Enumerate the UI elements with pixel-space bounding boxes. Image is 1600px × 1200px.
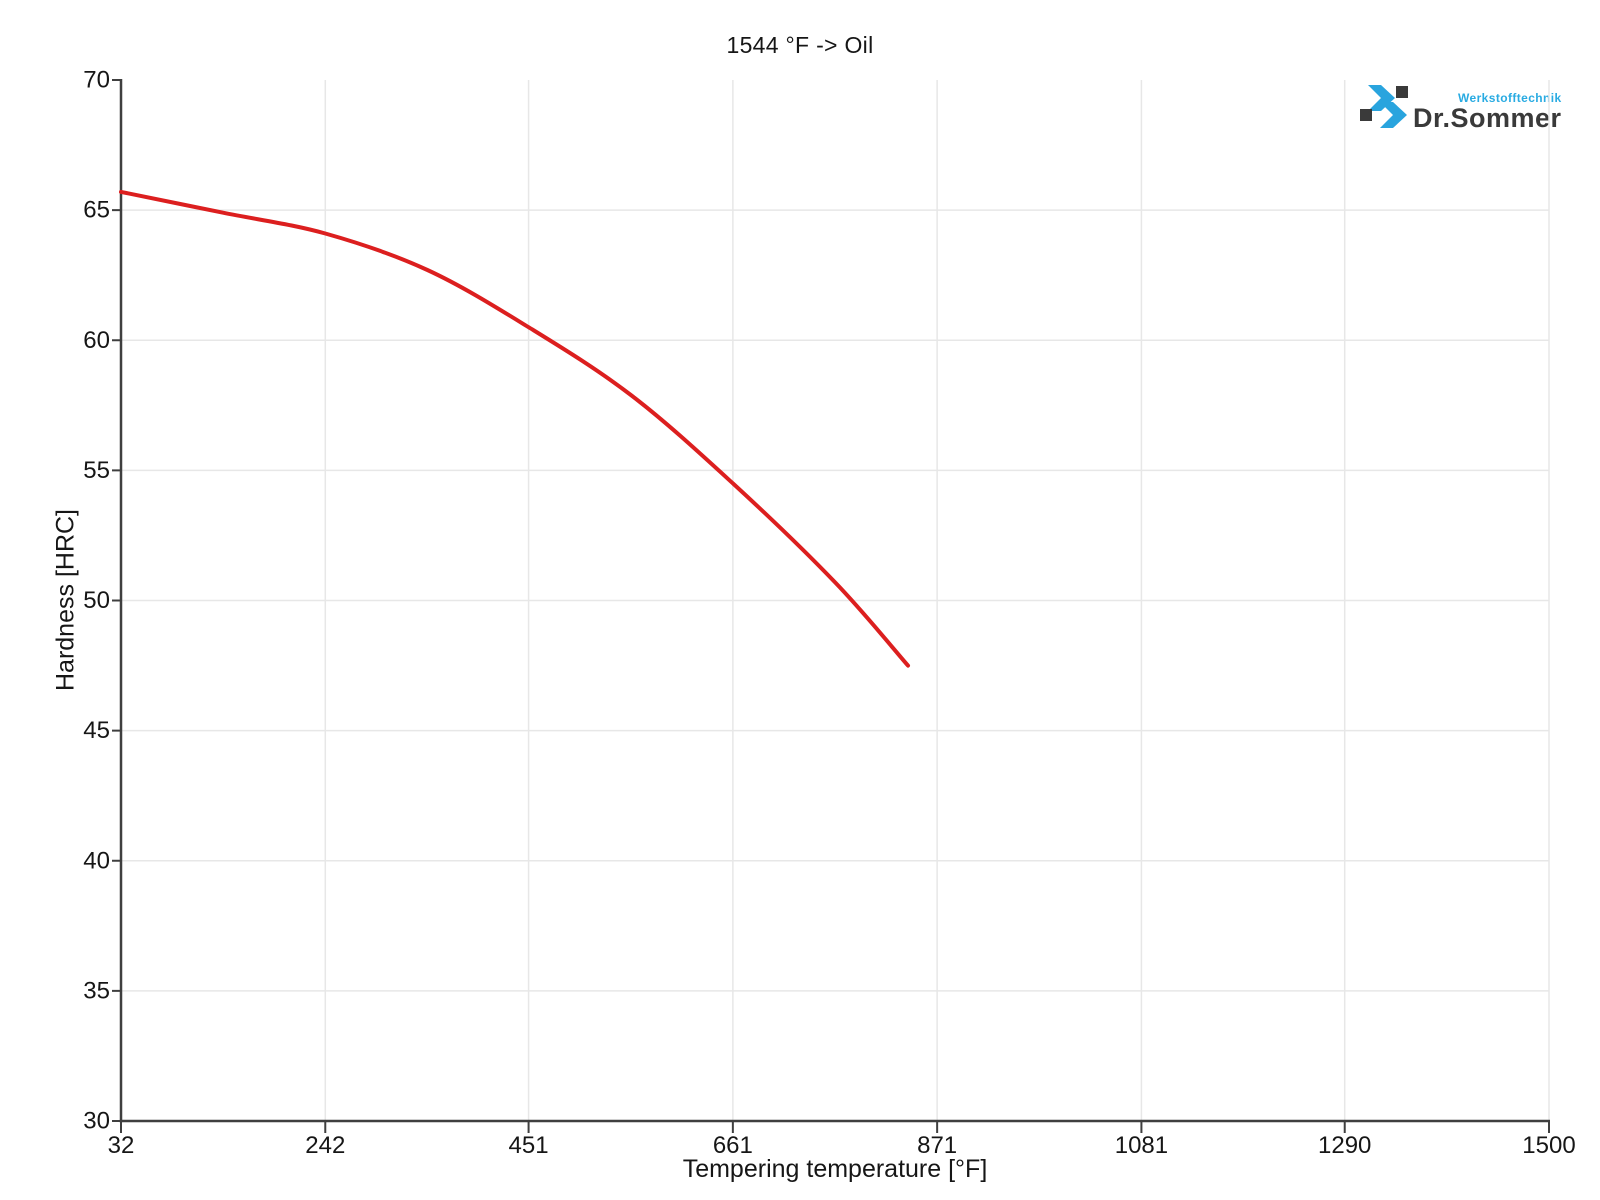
y-tick-label: 35: [83, 977, 110, 1004]
y-axis-label: Hardness [HRC]: [51, 509, 80, 691]
logo-square-top-right-icon: [1396, 86, 1408, 98]
chart-title: 1544 °F -> Oil: [726, 32, 874, 58]
y-tick-label: 65: [83, 197, 110, 224]
y-tick-label: 55: [83, 457, 110, 484]
brand-logo-text: Werkstofftechnik Dr.Sommer: [1413, 84, 1562, 132]
y-tick-label: 30: [83, 1108, 110, 1135]
x-tick-label: 871: [917, 1132, 957, 1159]
x-tick-label: 32: [108, 1132, 135, 1159]
brand-logo: Werkstofftechnik Dr.Sommer: [1360, 84, 1562, 132]
brand-tagline: Werkstofftechnik: [1458, 91, 1562, 105]
x-axis-label: Tempering temperature [°F]: [682, 1155, 988, 1183]
x-tick-label: 242: [305, 1132, 345, 1159]
x-tick-label: 661: [713, 1132, 753, 1159]
logo-chevron-top-icon: [1368, 85, 1395, 111]
hardness-curve: [119, 189, 910, 668]
logo-square-bottom-left-icon: [1360, 109, 1372, 121]
brand-name: Dr.Sommer: [1413, 103, 1562, 133]
x-tick-label: 451: [509, 1132, 549, 1159]
y-tick-label: 50: [83, 587, 110, 614]
y-tick-label: 70: [83, 67, 110, 94]
brand-logo-icon: [1360, 85, 1408, 128]
logo-chevron-bottom-icon: [1380, 102, 1407, 128]
x-tick-label: 1290: [1318, 1132, 1371, 1159]
x-tick-label: 1500: [1522, 1132, 1575, 1159]
y-tick-label: 60: [83, 327, 110, 354]
y-tick-label: 40: [83, 847, 110, 874]
x-tick-label: 1081: [1115, 1132, 1168, 1159]
y-tick-label: 45: [83, 717, 110, 744]
